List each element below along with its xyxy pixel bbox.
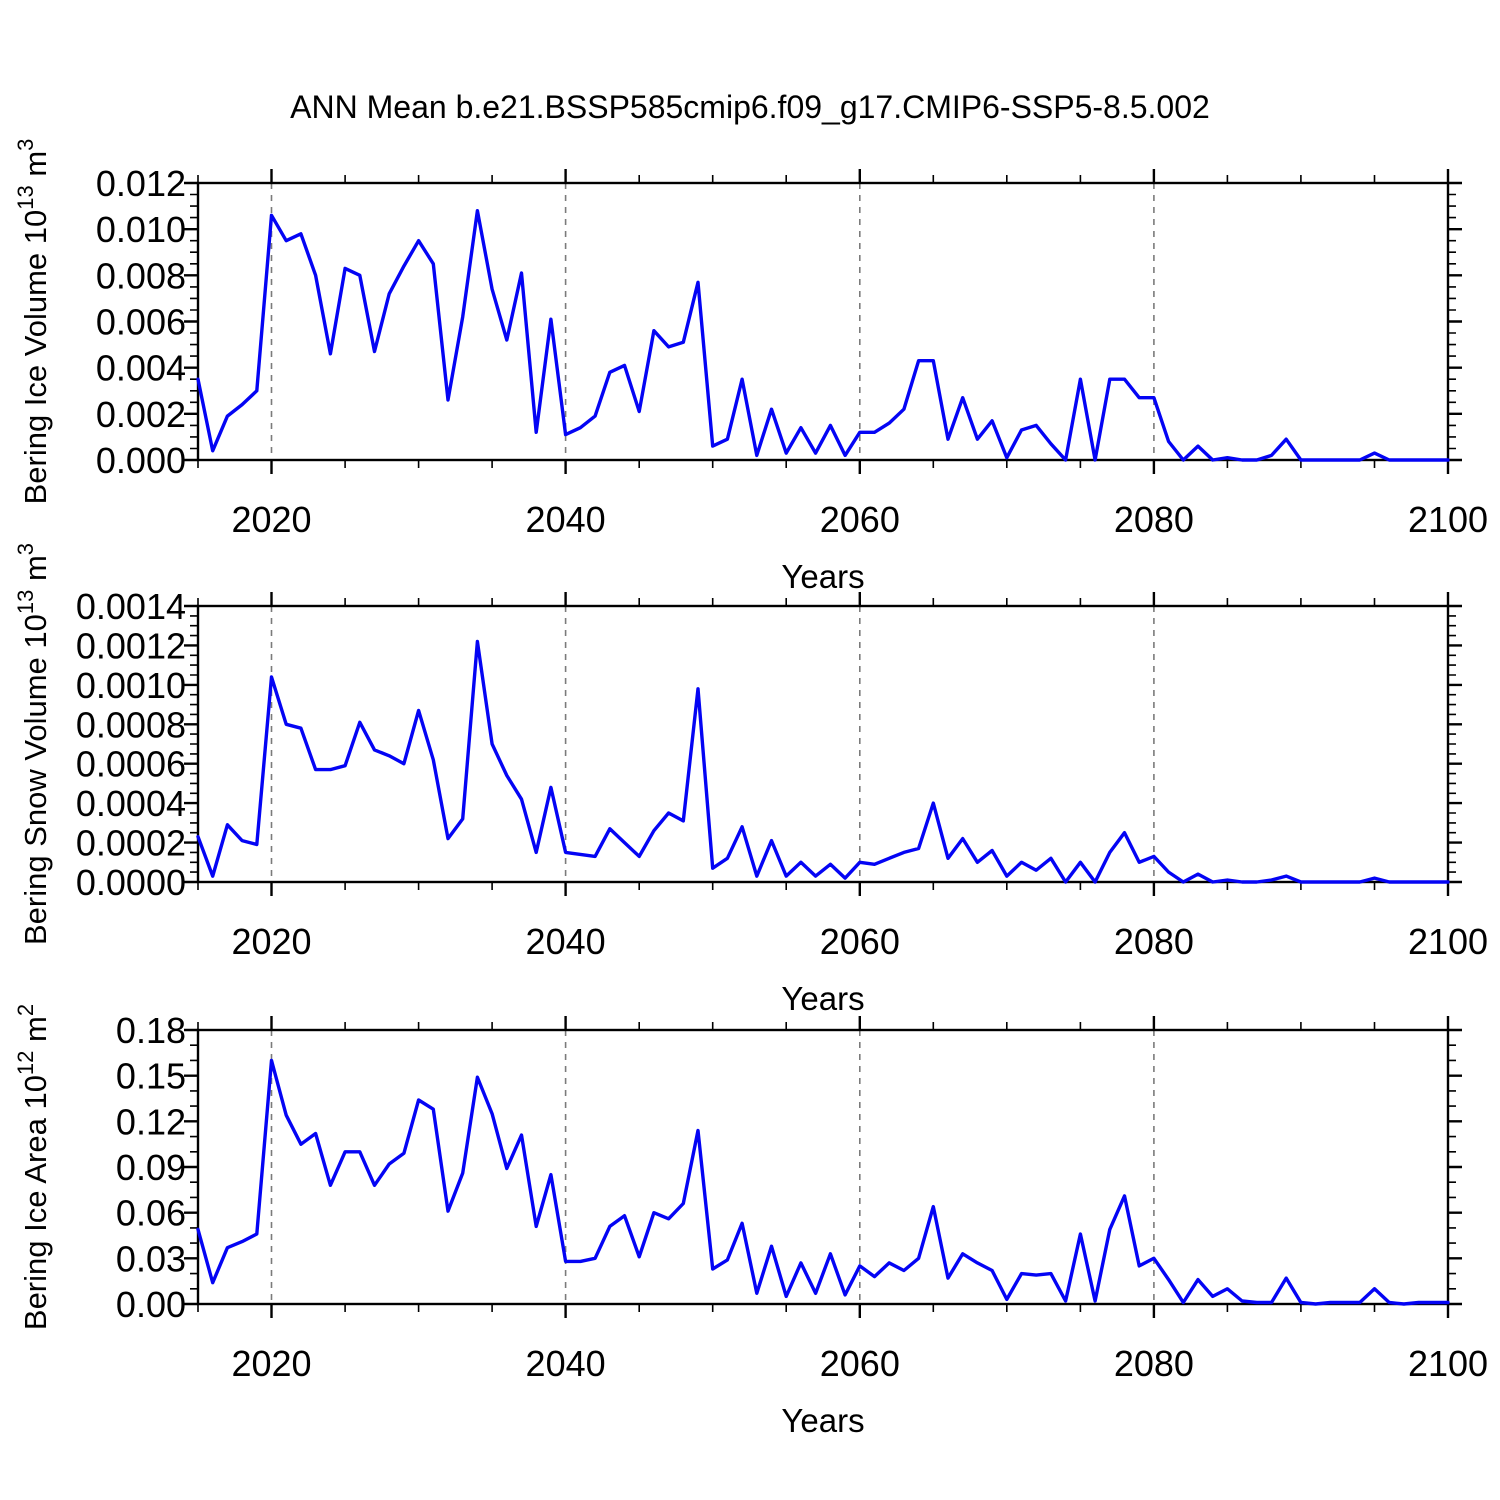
y-tick-label: 0.006 xyxy=(96,302,186,343)
x-tick-label: 2020 xyxy=(231,499,311,540)
axis-major-ticks xyxy=(184,1016,1462,1318)
plot-frame xyxy=(196,604,1450,884)
x-tick-label: 2060 xyxy=(820,1343,900,1384)
x-tick-label: 2020 xyxy=(231,921,311,962)
x-tick-label: 2040 xyxy=(526,1343,606,1384)
data-series-line xyxy=(196,639,1450,884)
y-tick-label: 0.000 xyxy=(96,440,186,481)
y-tick-label: 0.008 xyxy=(96,255,186,296)
x-tick-label: 2080 xyxy=(1114,499,1194,540)
y-tick-label: 0.00 xyxy=(116,1284,186,1325)
x-tick-label: 2040 xyxy=(526,499,606,540)
y-tick-label: 0.0014 xyxy=(76,586,186,627)
x-axis-title: Years xyxy=(781,558,864,595)
y-tick-label: 0.0012 xyxy=(76,625,186,666)
axis-major-ticks xyxy=(184,169,1462,474)
y-tick-label: 0.15 xyxy=(116,1056,186,1097)
y-tick-label: 0.004 xyxy=(96,348,186,389)
axis-minor-ticks xyxy=(190,175,1456,468)
axis-minor-ticks xyxy=(190,1022,1456,1312)
y-tick-label: 0.0000 xyxy=(76,862,186,903)
x-axis-title: Years xyxy=(781,980,864,1017)
y-axis-title: Bering Snow Volume 1013 m3 xyxy=(13,543,53,945)
y-tick-label: 0.002 xyxy=(96,394,186,435)
y-tick-label: 0.12 xyxy=(116,1101,186,1142)
axis-major-ticks xyxy=(184,592,1462,896)
x-tick-label: 2040 xyxy=(526,921,606,962)
y-tick-label: 0.06 xyxy=(116,1193,186,1234)
data-series-line xyxy=(196,1058,1450,1306)
plot-frame xyxy=(196,1028,1450,1306)
axis-minor-ticks xyxy=(190,598,1456,890)
x-tick-label: 2060 xyxy=(820,921,900,962)
page-title: ANN Mean b.e21.BSSP585cmip6.f09_g17.CMIP… xyxy=(290,89,1210,125)
y-tick-label: 0.0006 xyxy=(76,744,186,785)
chart-bering-snow-volume: 2020 2040 2060 2080 21000.00000.00020.00040.… xyxy=(13,543,1488,1017)
x-tick-label: 2100 xyxy=(1408,921,1488,962)
y-axis-title: Bering Ice Area 1012 m2 xyxy=(13,1004,53,1330)
x-tick-label: 2080 xyxy=(1114,1343,1194,1384)
data-series-line xyxy=(196,208,1450,462)
x-tick-label: 2100 xyxy=(1408,499,1488,540)
y-tick-label: 0.0008 xyxy=(76,704,186,745)
x-tick-label: 2020 xyxy=(231,1343,311,1384)
x-tick-label: 2080 xyxy=(1114,921,1194,962)
y-tick-label: 0.09 xyxy=(116,1147,186,1188)
chart-bering-ice-volume: 2020 2040 2060 2080 2100 0.000 0.002 0.004 0.006… xyxy=(13,139,1488,595)
y-tick-label: 0.0004 xyxy=(76,783,186,824)
chart-bering-ice-area: 2020 2040 2060 2080 2100 0.00 0.030.06 0.09 0.12… xyxy=(13,1004,1488,1439)
x-tick-label: 2100 xyxy=(1408,1343,1488,1384)
y-tick-label: 0.010 xyxy=(96,209,186,250)
y-axis-title: Bering Ice Volume 1013 m3 xyxy=(13,139,53,505)
y-tick-label: 0.012 xyxy=(96,163,186,204)
y-tick-label: 0.03 xyxy=(116,1238,186,1279)
plot-frame xyxy=(196,181,1450,462)
x-tick-label: 2060 xyxy=(820,499,900,540)
y-tick-label: 0.0010 xyxy=(76,665,186,706)
y-tick-label: 0.18 xyxy=(116,1010,186,1051)
x-axis-title: Years xyxy=(781,1402,864,1439)
y-tick-label: 0.0002 xyxy=(76,823,186,864)
